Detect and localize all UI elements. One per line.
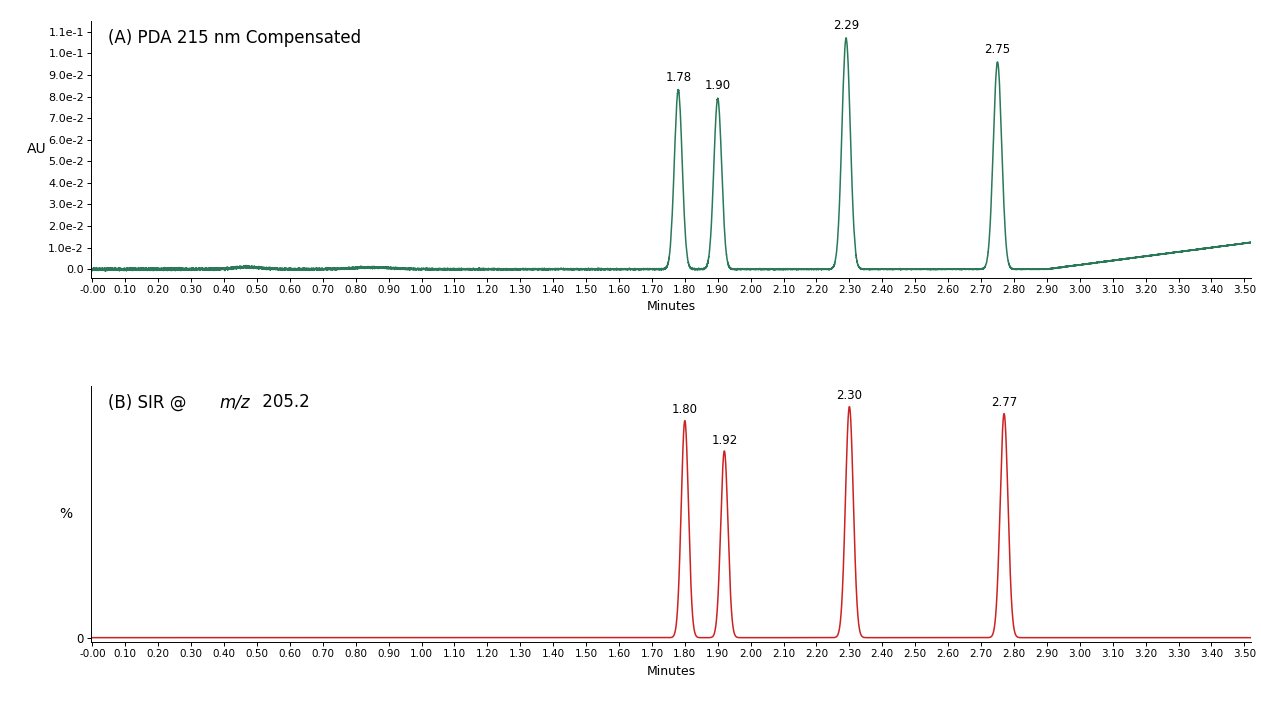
Text: 205.2: 205.2: [257, 393, 309, 411]
X-axis label: Minutes: Minutes: [647, 300, 695, 313]
Y-axis label: AU: AU: [28, 143, 47, 157]
Text: 1.92: 1.92: [711, 434, 738, 446]
X-axis label: Minutes: Minutes: [647, 665, 695, 678]
Text: 2.30: 2.30: [836, 390, 863, 402]
Text: m/z: m/z: [219, 393, 250, 411]
Text: 1.80: 1.80: [672, 404, 697, 416]
Text: 2.29: 2.29: [834, 19, 859, 32]
Text: 1.78: 1.78: [666, 71, 691, 84]
Text: 2.77: 2.77: [991, 397, 1018, 409]
Text: (A) PDA 215 nm Compensated: (A) PDA 215 nm Compensated: [108, 29, 362, 47]
Text: 1.90: 1.90: [705, 79, 731, 92]
Text: (B) SIR @: (B) SIR @: [108, 393, 192, 411]
Text: 2.75: 2.75: [985, 43, 1010, 55]
Y-axis label: %: %: [59, 507, 72, 521]
